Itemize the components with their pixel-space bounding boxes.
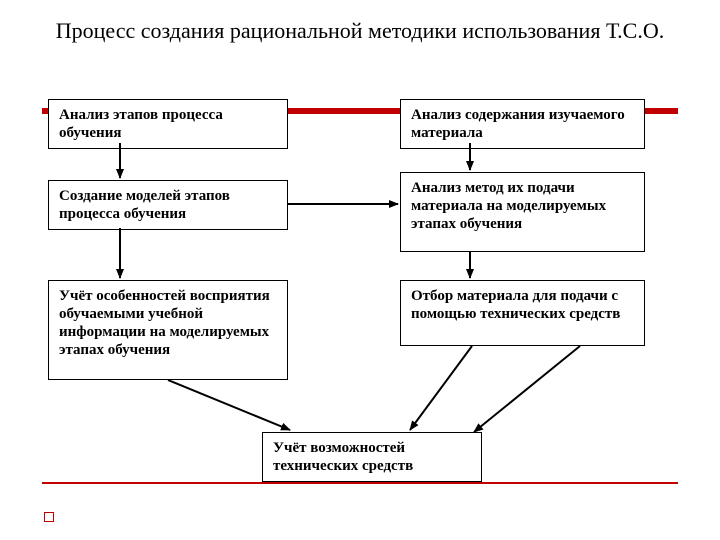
flow-box-4: Анализ метод их подачи материала на моде… <box>400 172 645 252</box>
flow-box-5: Учёт особенностей восприятия обучаемыми … <box>48 280 288 380</box>
flow-box-6: Отбор материала для подачи с помощью тех… <box>400 280 645 346</box>
flow-box-3: Создание моделей этапов процесса обучени… <box>48 180 288 230</box>
accent-bar-bottom <box>42 482 678 484</box>
flow-box-7: Учёт возможностей технических средств <box>262 432 482 482</box>
flow-box-2: Анализ содержания изучаемого материала <box>400 99 645 149</box>
footer-marker-icon <box>44 512 54 522</box>
flow-box-1: Анализ этапов процесса обучения <box>48 99 288 149</box>
page-title: Процесс создания рациональной методики и… <box>0 0 720 54</box>
